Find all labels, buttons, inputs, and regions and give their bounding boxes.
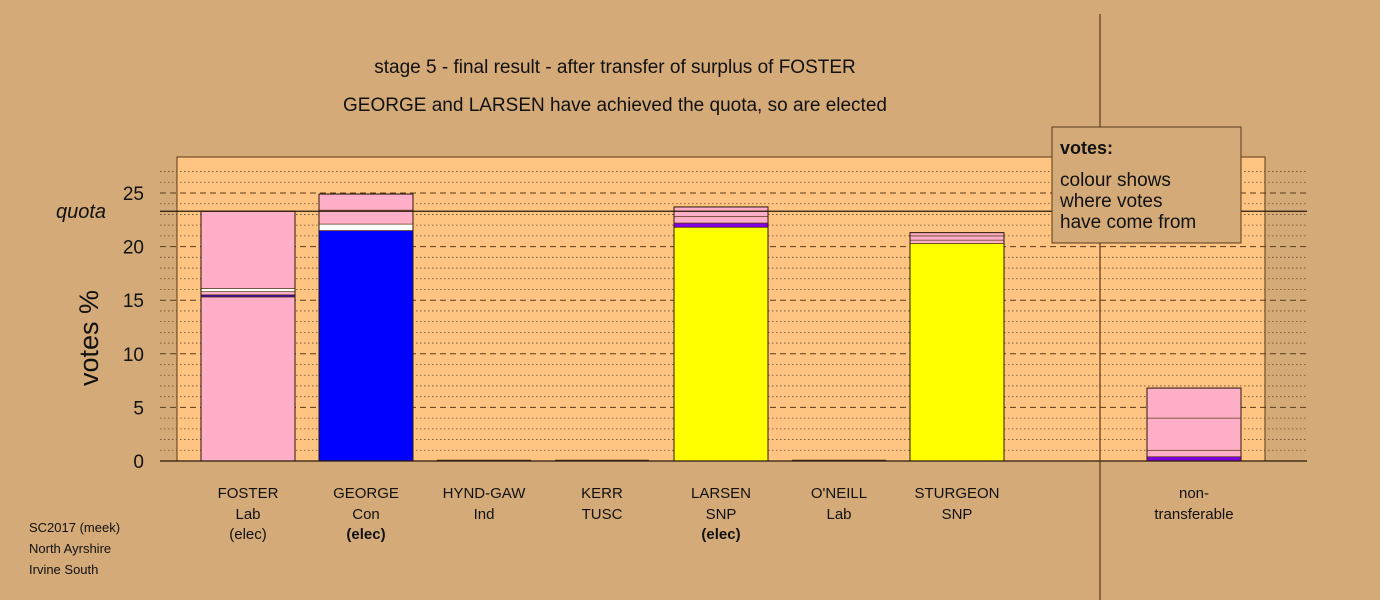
- bar-segment: [1146, 449, 1242, 458]
- candidate-name: HYND-GAW: [443, 485, 527, 502]
- chart-title: stage 5 - final result - after transfer …: [374, 57, 856, 78]
- quota-label: quota: [56, 201, 106, 223]
- candidate-party: Lab: [826, 506, 851, 523]
- credit-line-1: SC2017 (meek): [29, 520, 120, 535]
- bar-segment: [673, 222, 769, 228]
- y-tick-label: 20: [123, 238, 144, 259]
- candidate-name: non-: [1179, 485, 1209, 502]
- bar-segment: [1146, 387, 1242, 419]
- bar-segment: [673, 206, 769, 212]
- candidate-party: Con: [352, 506, 380, 523]
- candidate-party: SNP: [942, 506, 973, 523]
- bar-segment: [1146, 417, 1242, 451]
- legend-box: [1051, 126, 1242, 244]
- bar-segment: [673, 226, 769, 462]
- candidate-name: O'NEILL: [811, 485, 867, 502]
- candidate-name: KERR: [581, 485, 623, 502]
- credit-line-3: Irvine South: [29, 562, 98, 577]
- credit-line-2: North Ayrshire: [29, 541, 111, 556]
- bar-segment: [673, 210, 769, 217]
- y-tick-label: 10: [123, 345, 144, 366]
- legend-line-3: have come from: [1060, 212, 1196, 233]
- bar-segment: [909, 243, 1005, 462]
- bar-segment: [318, 209, 414, 225]
- candidate-party: SNP: [706, 506, 737, 523]
- candidate-name: LARSEN: [691, 485, 751, 502]
- bar-segment: [200, 291, 296, 296]
- candidate-party: TUSC: [582, 506, 623, 523]
- bar-segment: [909, 235, 1005, 241]
- candidate-party: Ind: [474, 506, 495, 523]
- candidate-party: transferable: [1154, 506, 1233, 523]
- bar-segment: [318, 193, 414, 211]
- y-tick-label: 25: [123, 184, 144, 205]
- bar-segment: [909, 239, 1005, 244]
- candidate-name: STURGEON: [914, 485, 999, 502]
- candidate-status: (elec): [229, 526, 267, 543]
- bar-segment: [673, 216, 769, 224]
- candidate-name: GEORGE: [333, 485, 399, 502]
- chart-subtitle: GEORGE and LARSEN have achieved the quot…: [343, 95, 887, 116]
- candidate-party: Lab: [235, 506, 260, 523]
- bar-segment: [200, 288, 296, 292]
- bar-segment: [200, 296, 296, 462]
- y-tick-label: 0: [133, 452, 144, 473]
- bar-segment: [318, 223, 414, 231]
- candidate-name: FOSTER: [218, 485, 279, 502]
- legend-title: votes:: [1060, 138, 1113, 158]
- y-tick-label: 15: [123, 291, 144, 312]
- candidate-status: (elec): [701, 526, 740, 543]
- legend-line-1: colour shows: [1060, 170, 1171, 191]
- legend: votes: colour shows where votes have com…: [1051, 126, 1242, 244]
- candidate-status: (elec): [346, 526, 385, 543]
- y-tick-label: 5: [133, 398, 144, 419]
- legend-line-2: where votes: [1059, 191, 1162, 212]
- bar-segment: [200, 210, 296, 289]
- bar-segment: [318, 230, 414, 462]
- y-axis-label: votes %: [74, 290, 104, 386]
